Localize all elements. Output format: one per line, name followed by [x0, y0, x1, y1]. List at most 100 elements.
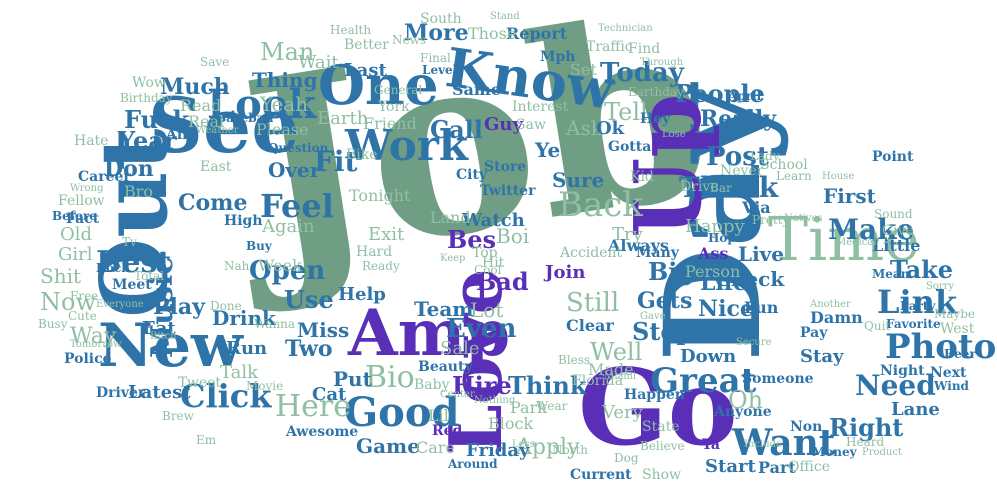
word-believe: Believe [640, 439, 685, 453]
word-hire: Hire [452, 371, 512, 400]
word-drink: Drink [212, 306, 276, 330]
word-apply: Apply [516, 435, 580, 460]
word-police: Police [64, 351, 112, 367]
word-brew: Brew [162, 409, 194, 423]
word-weather: Weather [196, 125, 239, 136]
word-around: Around [448, 457, 498, 471]
word-yeah: Yeah [260, 92, 309, 116]
word-stop: Stop [632, 317, 694, 346]
word-way: Way [70, 324, 117, 349]
word-look: Look [207, 81, 317, 128]
word-hope: Hope [708, 231, 744, 245]
word-accident: Accident [560, 245, 623, 261]
word-one: One [318, 53, 439, 117]
word-total: Total [134, 269, 165, 283]
word-help: Help [338, 284, 386, 305]
word-wrong: Wrong [70, 183, 104, 194]
word-guy: Guy [484, 114, 523, 135]
word-lane: Lane [891, 399, 940, 420]
word-exit: Exit [368, 224, 405, 245]
word-fellow: Fellow [58, 193, 105, 209]
word-birthday: Birthday [120, 91, 173, 105]
word-best: Best [96, 245, 172, 280]
word-last: Last [344, 60, 387, 81]
word-again: Again [262, 216, 315, 237]
word-thank: Thank [679, 171, 779, 204]
word-natives: Natives [784, 213, 823, 224]
word-watch: Watch [462, 210, 525, 231]
word-boi: Boi [496, 224, 530, 248]
word-gotta: Gotta [608, 139, 652, 155]
word-store: Store [484, 159, 527, 175]
word-career: Career [78, 169, 131, 185]
word-city: City [456, 167, 488, 183]
word-interest: Interest [512, 99, 569, 115]
word-favorite: Favorite [886, 317, 941, 331]
word-florida: Florida [572, 373, 624, 389]
word-well: Well [590, 338, 643, 366]
word-nah: Nah [224, 259, 250, 273]
word-think: Think [508, 371, 587, 400]
word-wanna: Wanna [254, 317, 296, 331]
word-call: Call [430, 115, 483, 144]
word-gets: Gets [637, 288, 693, 314]
word-mph: Mph [540, 49, 576, 65]
word-lot: Lot [470, 298, 504, 322]
word-office: Office [788, 459, 831, 475]
word-lose: Lose [662, 129, 686, 140]
word-nice: Nice [698, 296, 754, 322]
word-open: Open [249, 256, 326, 286]
word-traffic: Traffic [586, 39, 633, 55]
word-bio: Bio [365, 360, 415, 395]
word-movie: Movie [246, 379, 284, 393]
word-bless: Bless [558, 353, 591, 367]
word-time: Time [768, 205, 920, 275]
word-wow: Wow [132, 75, 166, 91]
word-now: Now [40, 288, 96, 316]
word-gave: Gave [640, 311, 666, 322]
word-point: Point [872, 149, 914, 165]
word-those: Those [468, 24, 517, 43]
word-even: Even [446, 314, 517, 344]
word-kid: Kid [630, 169, 654, 185]
word-east: East [200, 159, 232, 175]
word-free: Free [70, 289, 99, 303]
word-ain: Ain [166, 127, 193, 143]
word-amp: Amp [348, 296, 511, 371]
word-anyone: Anyone [714, 404, 772, 420]
word-block: Block [488, 414, 534, 433]
word-team: Team [414, 297, 474, 321]
word-bad: Bad [476, 267, 529, 296]
word-here: Here [275, 389, 352, 424]
word-year: Year [118, 126, 177, 155]
word-ye: Ye [535, 138, 561, 162]
word-part: Part [758, 458, 796, 477]
word-happen: Happen [624, 387, 685, 403]
word-cute: Cute [68, 309, 97, 323]
word-everyone: Everyone [96, 299, 144, 310]
word-two: Two [285, 336, 333, 362]
word-don: Don [104, 156, 154, 182]
word-make: Make [828, 213, 915, 246]
word-link: Link [877, 283, 958, 321]
word-dog: Dog [614, 451, 639, 465]
word-miss: Miss [297, 318, 350, 342]
word-red: Red [432, 423, 463, 439]
word-fit: Fit [314, 145, 358, 178]
word-tv: Tv [122, 235, 137, 249]
word-quit: Quit [864, 319, 891, 333]
word-down: Down [680, 346, 737, 367]
word-north: North [552, 443, 589, 457]
word-damn: Damn [810, 308, 863, 327]
word-rock: Rock [96, 261, 130, 275]
word-non: Non [790, 419, 823, 435]
word-come: Come [178, 190, 248, 216]
word-high: High [224, 213, 263, 229]
word-learn: Learn [776, 169, 812, 183]
word-driver: Driver [96, 385, 146, 401]
word-lady: Lady [750, 149, 780, 163]
word-first: First [823, 184, 876, 208]
word-ask: Ask [566, 116, 603, 140]
word-ass: Ass [698, 244, 729, 263]
word-hit: Hit [482, 255, 505, 271]
